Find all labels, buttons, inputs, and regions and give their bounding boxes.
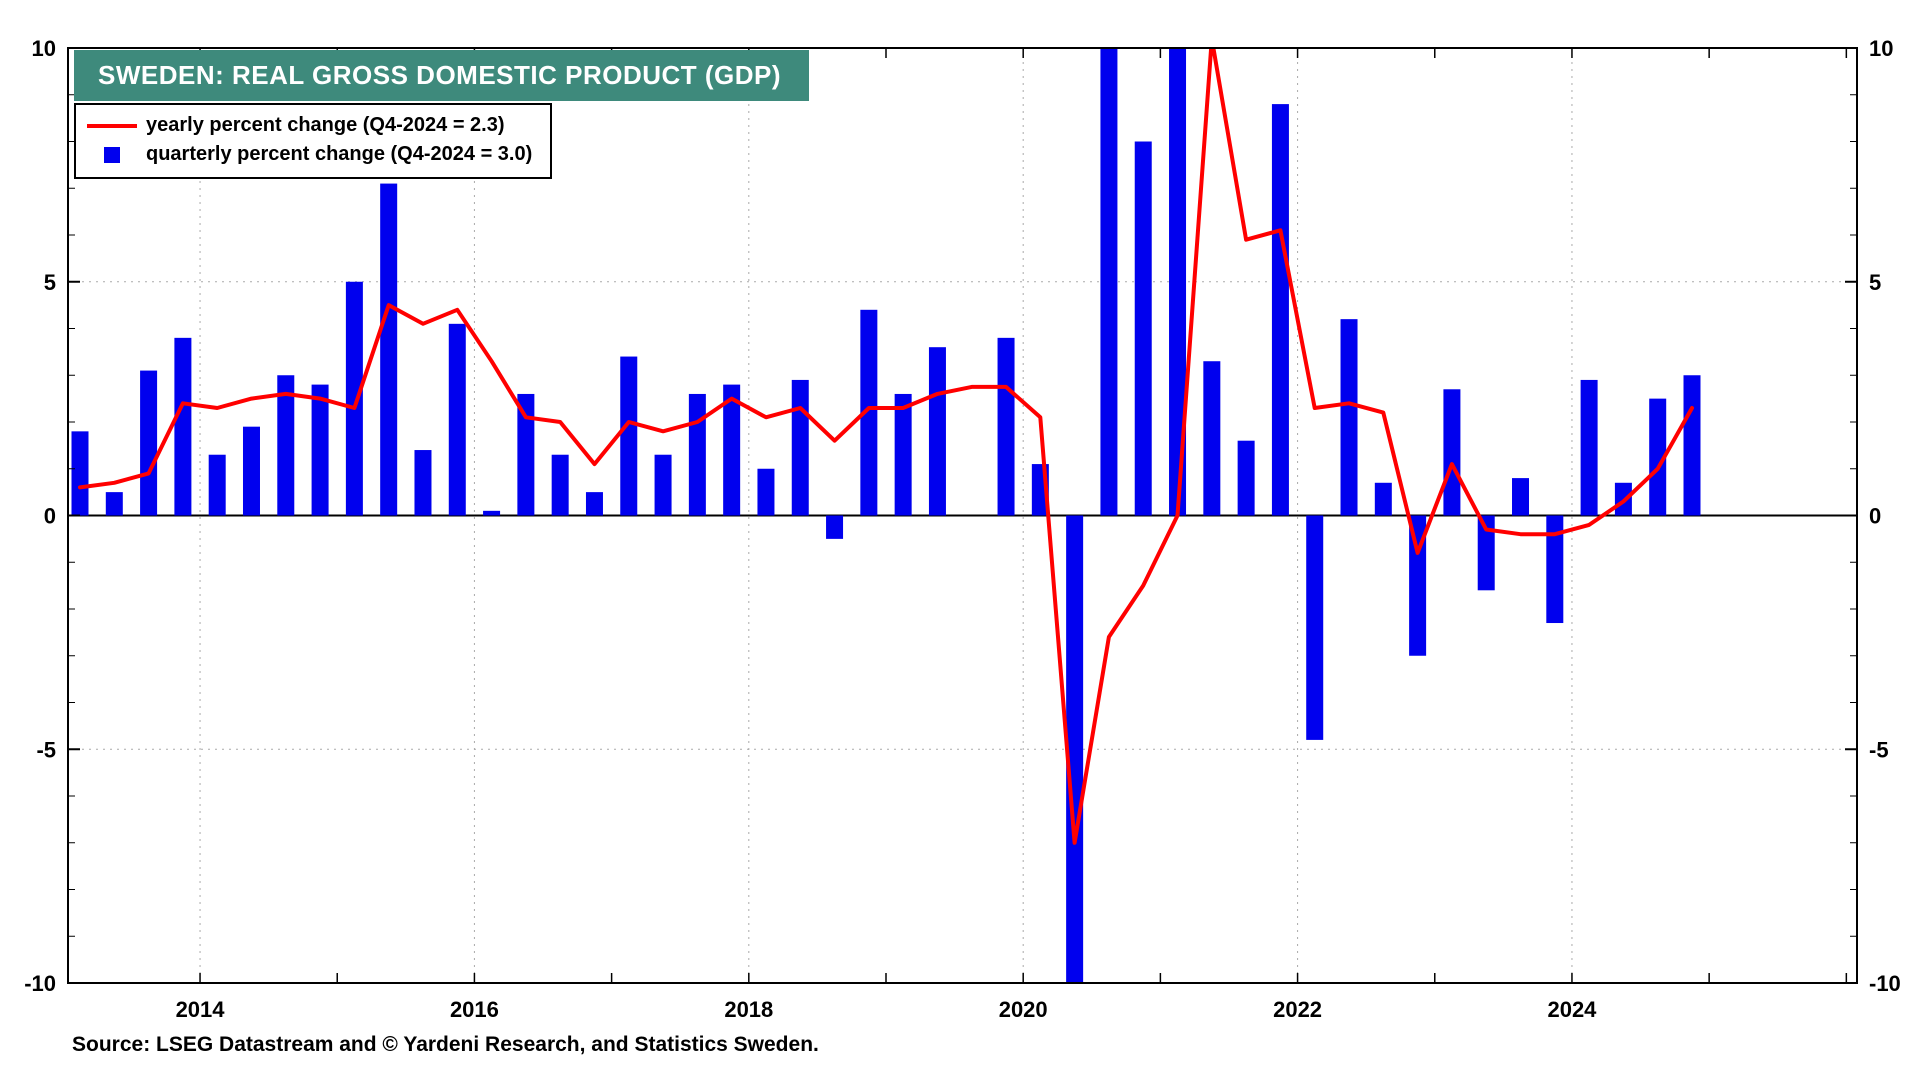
- bar: [860, 309, 878, 516]
- bar: [826, 515, 844, 539]
- bar: [1203, 361, 1221, 516]
- bar: [1580, 379, 1598, 516]
- bar: [277, 375, 295, 516]
- legend-label-quarterly: quarterly percent change (Q4-2024 = 3.0): [146, 143, 533, 165]
- bar: [242, 426, 260, 516]
- y-tick-label-left: -10: [24, 971, 56, 996]
- y-tick-label-right: 5: [1869, 270, 1881, 295]
- bar: [1546, 515, 1564, 624]
- legend-swatch-cell: [86, 146, 138, 163]
- bar: [380, 183, 398, 516]
- bar: [585, 492, 603, 516]
- chart-title: SWEDEN: REAL GROSS DOMESTIC PRODUCT (GDP…: [98, 60, 782, 90]
- legend-swatch-cell: [86, 123, 138, 128]
- bar: [1409, 515, 1427, 656]
- x-tick-label: 2024: [1547, 997, 1597, 1022]
- bar: [1512, 478, 1530, 516]
- x-tick-label: 2022: [1273, 997, 1322, 1022]
- y-tick-label-left: -5: [36, 737, 56, 762]
- bar: [1237, 440, 1255, 516]
- bar: [928, 347, 946, 516]
- bar: [1100, 48, 1118, 516]
- bar: [174, 337, 192, 516]
- bar: [414, 450, 432, 516]
- bar: [1649, 398, 1667, 516]
- red-line-swatch: [87, 123, 137, 128]
- bar: [894, 393, 912, 516]
- legend-label-yearly: yearly percent change (Q4-2024 = 2.3): [146, 114, 505, 136]
- bar: [997, 337, 1015, 516]
- blue-square-swatch: [104, 146, 120, 163]
- bar: [1374, 482, 1392, 516]
- axis-ticks: [68, 47, 1857, 984]
- bar: [483, 510, 501, 516]
- bar: [723, 384, 741, 516]
- gridlines: [68, 48, 1857, 983]
- x-tick-label: 2014: [176, 997, 226, 1022]
- bar: [654, 454, 672, 516]
- bar: [140, 370, 158, 516]
- bar: [448, 323, 466, 516]
- bar: [1169, 48, 1187, 516]
- y-tick-label-right: 10: [1869, 36, 1893, 61]
- bar: [208, 454, 226, 516]
- axis-labels: 10 10 5 5 0 0 -5 -5 -10 -10 2014 2016 2018 2020 2022 20…: [24, 36, 1901, 1022]
- y-tick-label-left: 10: [32, 36, 56, 61]
- chart-title-box: SWEDEN: REAL GROSS DOMESTIC PRODUCT (GDP…: [74, 50, 810, 101]
- bar: [551, 454, 569, 516]
- bar: [105, 492, 123, 516]
- bar: [1683, 375, 1701, 516]
- legend-item-quarterly: quarterly percent change (Q4-2024 = 3.0): [86, 140, 532, 169]
- bar: [1443, 389, 1461, 516]
- source-note: Source: LSEG Datastream and © Yardeni Re…: [72, 1033, 819, 1056]
- quarterly-bars: [71, 48, 1701, 983]
- y-tick-label-right: -10: [1869, 971, 1901, 996]
- bar: [1134, 141, 1152, 516]
- bar: [517, 393, 535, 516]
- y-tick-label-right: -5: [1869, 737, 1889, 762]
- bar: [1271, 104, 1289, 516]
- y-tick-label-left: 5: [44, 270, 56, 295]
- bar: [1306, 515, 1324, 740]
- y-tick-label-right: 0: [1869, 504, 1881, 529]
- yearly-line: [78, 48, 1694, 845]
- bar: [757, 468, 775, 516]
- x-tick-label: 2016: [450, 997, 499, 1022]
- bar: [791, 379, 809, 516]
- bar: [345, 281, 363, 516]
- x-tick-label: 2018: [724, 997, 773, 1022]
- bar: [71, 431, 89, 516]
- bar: [1340, 319, 1358, 516]
- legend-item-yearly: yearly percent change (Q4-2024 = 2.3): [86, 111, 532, 140]
- bar: [688, 393, 706, 516]
- x-tick-label: 2020: [999, 997, 1048, 1022]
- bar: [311, 384, 329, 516]
- chart-legend: yearly percent change (Q4-2024 = 2.3) qu…: [74, 103, 553, 179]
- bar: [620, 356, 638, 516]
- bar: [1477, 515, 1495, 591]
- y-tick-label-left: 0: [44, 504, 56, 529]
- bar: [1066, 515, 1084, 983]
